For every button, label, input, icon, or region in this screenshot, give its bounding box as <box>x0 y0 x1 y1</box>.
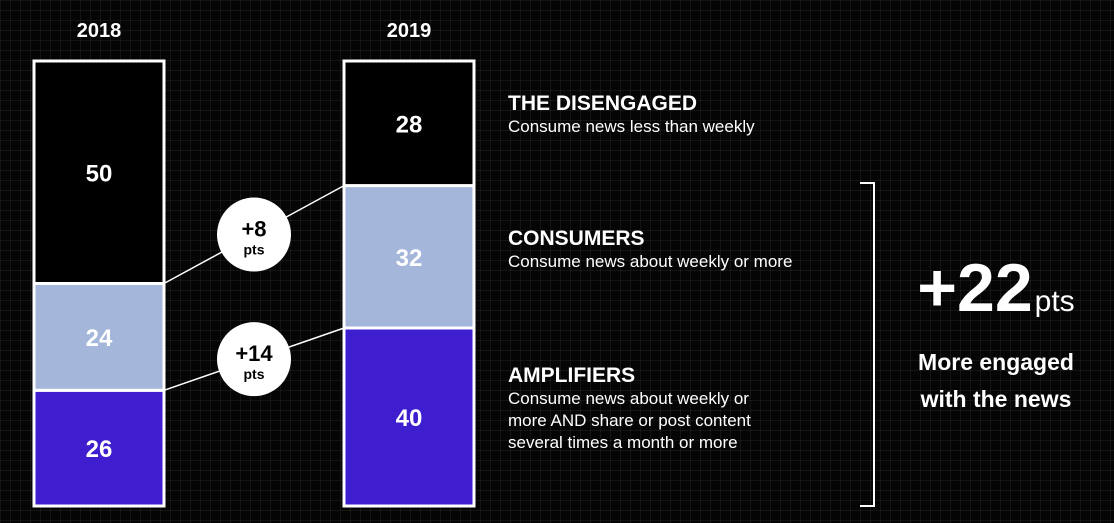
total-change: +22pts More engaged with the news <box>890 250 1102 414</box>
legend-disengaged-title: THE DISENGAGED <box>508 92 698 115</box>
change-unit-consumers: pts <box>244 242 265 258</box>
data-label-2018-amplifiers: 26 <box>86 436 113 463</box>
change-bubble-consumers <box>217 197 291 272</box>
total-change-value: +22 <box>917 250 1033 326</box>
total-caption-line-2: with the news <box>920 386 1072 412</box>
legend-amplifiers: AMPLIFIERS Consume news about weekly or … <box>508 364 838 454</box>
legend-consumers: CONSUMERS Consume news about weekly or m… <box>508 227 838 273</box>
legend-amplifiers-title: AMPLIFIERS <box>508 364 636 387</box>
data-label-2019-consumers: 32 <box>396 245 423 272</box>
data-label-2019-amplifiers: 40 <box>396 405 423 432</box>
legend-disengaged-desc-line-1: Consume news less than weekly <box>508 117 755 136</box>
bar-segment-2019-amplifiers <box>342 326 476 508</box>
legend-amplifiers-desc-line-1: Consume news about weekly or <box>508 389 749 408</box>
total-caption-line-1: More engaged <box>918 349 1074 375</box>
total-change-value-line: +22pts <box>890 250 1102 340</box>
legend-consumers-desc-line-1: Consume news about weekly or more <box>508 252 793 271</box>
change-value-amplifiers: +14 <box>235 341 273 366</box>
data-label-2018-consumers: 24 <box>86 325 113 352</box>
change-unit-amplifiers: pts <box>244 366 265 382</box>
total-change-unit: pts <box>1034 285 1075 318</box>
change-bubble-amplifiers <box>217 322 291 397</box>
bar-segment-2019-the-disengaged <box>342 59 476 188</box>
legend-amplifiers-desc-line-2: more AND share or post content <box>508 411 751 430</box>
bar-segment-2018-the-disengaged <box>32 59 166 285</box>
change-value-consumers: +8 <box>241 217 266 242</box>
legend-amplifiers-desc-line-3: several times a month or more <box>508 433 738 452</box>
data-label-2019-the-disengaged: 28 <box>396 111 423 138</box>
legend-disengaged: THE DISENGAGED Consume news less than we… <box>508 92 838 138</box>
legend-consumers-title: CONSUMERS <box>508 227 645 250</box>
year-label-2018: 2018 <box>77 20 122 42</box>
year-label-2019: 2019 <box>387 20 432 42</box>
bracket <box>860 182 875 507</box>
data-label-2018-the-disengaged: 50 <box>86 160 113 187</box>
bars-group: 2018 26 24 50 2019 40 32 28 <box>32 20 476 508</box>
